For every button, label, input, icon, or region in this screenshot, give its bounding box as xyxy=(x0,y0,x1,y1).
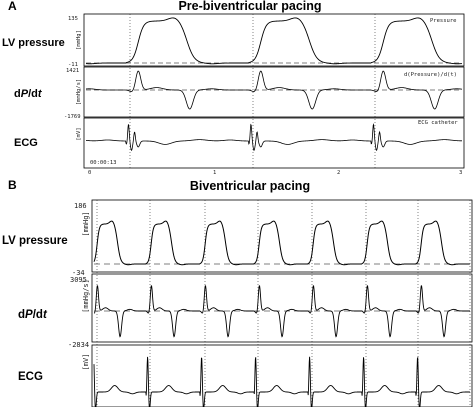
panel-b-label-dpdt: dP/dt xyxy=(18,309,48,321)
panel-a: A Pre-biventricular pacing LV pressure d… xyxy=(2,0,465,176)
panel-b-pressure-trace xyxy=(93,220,470,266)
panel-a-x-tick-2: 2 xyxy=(337,170,340,176)
panel-a-ecg-unit: [mV] xyxy=(76,127,82,140)
panel-b-dpdt-trace xyxy=(93,285,470,338)
panel-a-label-ecg: ECG xyxy=(14,137,38,149)
panel-a-pressure-top-tick: 135 xyxy=(68,16,78,22)
panel-a-pressure-frame xyxy=(83,13,465,67)
panel-b-ecg-trace xyxy=(93,356,470,407)
panel-a-label-dpdt: dP/dt xyxy=(14,88,43,100)
panel-b-pressure-frame xyxy=(91,199,473,273)
panel-b-dpdt-unit: [mmHg/s] xyxy=(82,279,90,313)
panel-a-label-lv-pressure: LV pressure xyxy=(2,37,65,49)
panel-a-ecg-trace-label: ECG catheter xyxy=(418,120,458,126)
panel-b-dpdt-bottom-tick: -2834 xyxy=(68,341,89,349)
panel-b-ecg-frame xyxy=(91,344,473,407)
panel-a-dpdt-unit: [mmHg/s] xyxy=(76,79,82,106)
panel-b-label-ecg: ECG xyxy=(18,371,43,383)
panel-b-letter: B xyxy=(8,178,17,192)
panel-b-label-lv-pressure: LV pressure xyxy=(2,235,68,247)
panel-a-dpdt-frame xyxy=(83,66,465,118)
panel-a-x-tick-1: 1 xyxy=(213,170,216,176)
panel-a-timestamp: 00:00:13 xyxy=(90,160,117,166)
panel-a-letter: A xyxy=(8,0,17,13)
panel-b: B Biventricular pacing LV pressure dP/dt… xyxy=(2,178,473,407)
panel-a-dpdt-bottom-tick: -1769 xyxy=(64,114,81,120)
panel-a-ecg-frame xyxy=(83,117,465,169)
panel-b-dpdt-frame xyxy=(91,273,473,343)
panel-b-pressure-bottom-tick: -34 xyxy=(72,269,85,277)
panel-b-dpdt-top-tick: 3095 xyxy=(70,276,87,284)
panel-a-pressure-bottom-tick: -11 xyxy=(68,62,78,68)
panel-b-ecg-unit: [mV] xyxy=(82,354,90,371)
panel-a-dpdt-trace xyxy=(85,70,463,110)
panel-a-x-tick-0: 0 xyxy=(88,170,91,176)
panel-b-title: Biventricular pacing xyxy=(190,179,310,193)
panel-a-x-tick-3: 3 xyxy=(459,170,462,176)
panel-b-pressure-unit: [mmHg] xyxy=(82,211,90,236)
panel-a-pressure-trace xyxy=(85,17,462,65)
panel-b-pressure-top-tick: 186 xyxy=(74,202,87,210)
panel-a-pressure-trace-label: Pressure xyxy=(430,18,457,24)
panel-a-pressure-unit: [mmHg] xyxy=(76,30,82,50)
panel-a-dpdt-top-tick: 1421 xyxy=(66,68,79,74)
panel-a-title: Pre-biventricular pacing xyxy=(178,0,321,13)
panel-a-ecg-trace xyxy=(85,123,462,152)
panel-a-dpdt-trace-label: d(Pressure)/d(t) xyxy=(404,72,457,78)
panel-a-x-axis: 0 1 2 3 xyxy=(88,170,462,176)
